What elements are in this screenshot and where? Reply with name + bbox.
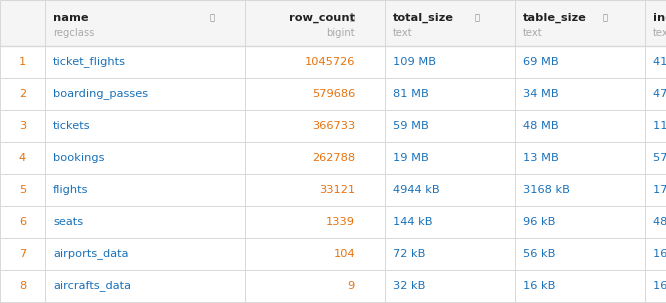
Text: flights: flights xyxy=(53,185,89,195)
Text: 13 MB: 13 MB xyxy=(523,153,559,163)
Text: 5784 kB: 5784 kB xyxy=(653,153,666,163)
Text: text: text xyxy=(523,28,543,38)
Text: indexes_size: indexes_size xyxy=(653,13,666,23)
Text: 262788: 262788 xyxy=(312,153,355,163)
Text: 48 kB: 48 kB xyxy=(653,217,666,227)
Text: 56 kB: 56 kB xyxy=(523,249,555,259)
Text: 🔒: 🔒 xyxy=(475,13,480,22)
Text: 34 MB: 34 MB xyxy=(523,89,559,99)
Text: 7: 7 xyxy=(19,249,26,259)
Text: 104: 104 xyxy=(334,249,355,259)
Text: 32 kB: 32 kB xyxy=(393,281,426,291)
Text: 81 MB: 81 MB xyxy=(393,89,429,99)
Text: tickets: tickets xyxy=(53,121,91,131)
Text: 5: 5 xyxy=(19,185,26,195)
Text: 1339: 1339 xyxy=(326,217,355,227)
Text: ticket_flights: ticket_flights xyxy=(53,57,126,68)
Text: 3168 kB: 3168 kB xyxy=(523,185,570,195)
Text: 48 MB: 48 MB xyxy=(523,121,559,131)
Text: 366733: 366733 xyxy=(312,121,355,131)
Text: 72 kB: 72 kB xyxy=(393,249,426,259)
Text: total_size: total_size xyxy=(393,13,454,23)
Text: 🔒: 🔒 xyxy=(210,13,215,22)
Text: 69 MB: 69 MB xyxy=(523,57,559,67)
Text: airports_data: airports_data xyxy=(53,248,129,259)
Text: 3: 3 xyxy=(19,121,26,131)
Text: regclass: regclass xyxy=(53,28,95,38)
Text: 1045726: 1045726 xyxy=(304,57,355,67)
Text: 109 MB: 109 MB xyxy=(393,57,436,67)
Text: seats: seats xyxy=(53,217,83,227)
Text: 6: 6 xyxy=(19,217,26,227)
Text: 579686: 579686 xyxy=(312,89,355,99)
Text: 8: 8 xyxy=(19,281,26,291)
Text: 16 kB: 16 kB xyxy=(523,281,555,291)
Text: 33121: 33121 xyxy=(319,185,355,195)
Text: 9: 9 xyxy=(348,281,355,291)
Text: text: text xyxy=(653,28,666,38)
Text: 16 kB: 16 kB xyxy=(653,281,666,291)
Text: 47 MB: 47 MB xyxy=(653,89,666,99)
Text: 144 kB: 144 kB xyxy=(393,217,432,227)
Bar xyxy=(0,0,666,46)
Text: 2: 2 xyxy=(19,89,26,99)
Text: 1: 1 xyxy=(19,57,26,67)
Text: text: text xyxy=(393,28,413,38)
Text: 4: 4 xyxy=(19,153,26,163)
Text: bigint: bigint xyxy=(326,28,355,38)
Text: 16 kB: 16 kB xyxy=(653,249,666,259)
Text: boarding_passes: boarding_passes xyxy=(53,88,148,99)
Text: 11 MB: 11 MB xyxy=(653,121,666,131)
Text: 🔒: 🔒 xyxy=(603,13,608,22)
Text: 59 MB: 59 MB xyxy=(393,121,429,131)
Text: 4944 kB: 4944 kB xyxy=(393,185,440,195)
Text: 1776 kB: 1776 kB xyxy=(653,185,666,195)
Text: row_count: row_count xyxy=(289,13,355,23)
Text: table_size: table_size xyxy=(523,13,587,23)
Text: name: name xyxy=(53,13,89,23)
Text: 96 kB: 96 kB xyxy=(523,217,555,227)
Text: 41 MB: 41 MB xyxy=(653,57,666,67)
Text: aircrafts_data: aircrafts_data xyxy=(53,281,131,291)
Text: 🔒: 🔒 xyxy=(350,13,355,22)
Text: bookings: bookings xyxy=(53,153,105,163)
Text: 19 MB: 19 MB xyxy=(393,153,429,163)
